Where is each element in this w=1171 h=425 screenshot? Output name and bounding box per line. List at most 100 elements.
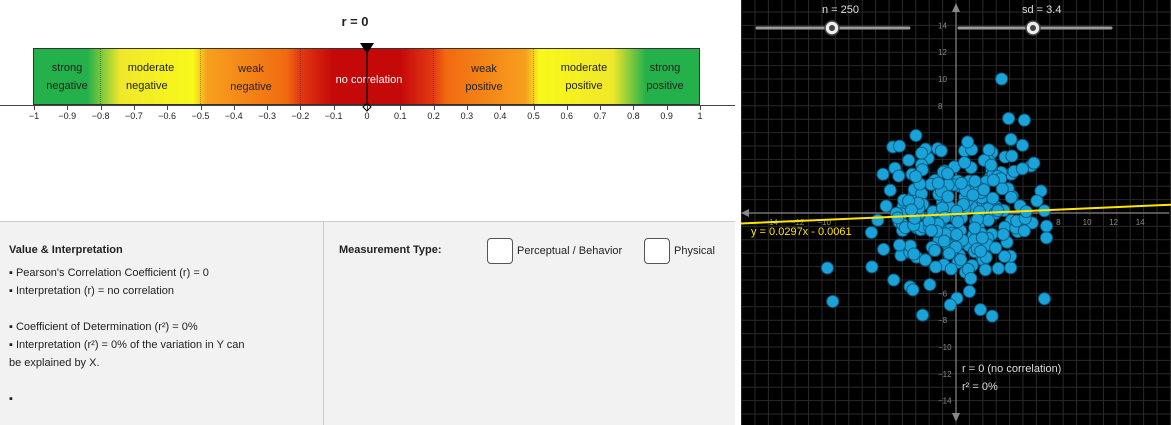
axis-tick-label: 1 — [697, 111, 703, 121]
label-moderate-positive: moderate positive — [560, 62, 608, 92]
data-point — [954, 253, 968, 267]
y-tick-label: 14 — [938, 21, 947, 30]
data-point — [891, 211, 905, 225]
data-point — [951, 215, 965, 229]
axis-tick-label: 0.1 — [394, 111, 407, 121]
data-point — [865, 260, 879, 274]
data-point — [964, 272, 978, 286]
n-slider-label: n = 250 — [822, 4, 860, 16]
axis-tick — [466, 105, 468, 110]
axis-tick-label: −0.8 — [91, 111, 110, 121]
axis-tick — [267, 105, 269, 110]
y-tick-label: −10 — [938, 343, 952, 352]
axis-tick — [34, 105, 35, 110]
data-point — [879, 199, 893, 213]
axis-tick — [533, 105, 535, 110]
data-point — [954, 176, 968, 190]
axis-tick-label: −0.6 — [158, 111, 177, 121]
label-no-correlation: no correlation — [335, 74, 403, 86]
r-squared-line: ▪ Coefficient of Determination (r²) = 0% — [9, 321, 198, 333]
axis-tick — [633, 105, 635, 110]
pearson-r-line: ▪ Pearson's Correlation Coefficient (r) … — [9, 267, 209, 279]
segment-strong-negative — [34, 49, 101, 104]
label-strong-positive: strong positive — [646, 62, 684, 92]
axis-tick-label: 0.3 — [460, 111, 474, 121]
axis-tick-label: −1 — [28, 111, 40, 121]
axis-tick — [167, 105, 169, 110]
r-marker[interactable] — [360, 43, 374, 113]
axis-tick-label: −0.2 — [291, 111, 310, 121]
data-point — [907, 247, 921, 261]
interpretation-r-line: ▪ Interpretation (r) = no correlation — [9, 285, 175, 297]
data-point — [1004, 132, 1018, 146]
axis-tick-label: −0.3 — [258, 111, 276, 121]
axis-tick — [433, 105, 435, 110]
data-point — [931, 176, 945, 190]
y-tick-label: −8 — [938, 316, 948, 325]
data-point — [929, 260, 943, 274]
data-point — [984, 158, 998, 172]
physical-checkbox[interactable] — [644, 238, 670, 264]
axis-tick-label: 0 — [364, 111, 370, 121]
data-point — [915, 146, 929, 160]
data-point — [1027, 156, 1041, 170]
axis-tick-label: 0.9 — [660, 111, 673, 121]
data-point — [985, 309, 999, 323]
y-tick-label: 8 — [938, 102, 943, 111]
axis-tick — [566, 105, 568, 110]
sd-slider-label: sd = 3.4 — [1022, 4, 1062, 16]
data-point — [982, 143, 996, 157]
data-point — [977, 183, 991, 197]
perceptual-behavior-checkbox[interactable] — [487, 238, 513, 264]
axis-tick-label: 0.6 — [560, 111, 574, 121]
data-point — [826, 294, 840, 308]
data-point — [1039, 231, 1053, 245]
data-point — [975, 231, 989, 245]
data-point — [928, 244, 942, 258]
value-section-title: Value & Interpretation — [9, 244, 123, 256]
r-plot-label: r = 0 (no correlation) — [962, 363, 1062, 375]
data-point — [966, 188, 980, 202]
axis-tick-label: 0.5 — [527, 111, 540, 121]
y-axis-arrow-down — [952, 413, 960, 422]
empty-bullet: ▪ — [9, 393, 13, 405]
data-point — [996, 227, 1010, 241]
data-point — [923, 278, 937, 292]
interpretation-r2-line: ▪ Interpretation (r²) = 0% of the variat… — [9, 339, 245, 351]
axis-tick — [133, 105, 135, 110]
data-point — [973, 303, 987, 317]
data-point — [943, 298, 957, 312]
segment-weak-negative — [201, 49, 301, 104]
data-point — [937, 234, 951, 248]
label-weak-positive: weak positive — [465, 63, 503, 93]
data-point — [961, 135, 975, 149]
data-point — [1002, 111, 1016, 125]
data-point — [909, 169, 923, 183]
r2-plot-label: r² = 0% — [962, 381, 998, 393]
x-tick-label: 12 — [1109, 218, 1118, 227]
data-point — [893, 238, 907, 252]
r-axis: −1 −0.9 −0.8 −0.7 −0.6 −0.5 −0.4 −0.3 −0.2 −0.1 0 0… — [0, 104, 735, 128]
axis-tick — [200, 105, 202, 110]
correlation-panel: r = 0 strong negative moderate negative we… — [0, 14, 735, 425]
data-point — [887, 273, 901, 287]
data-point — [1004, 261, 1018, 275]
interpretation-r2-line-cont: be explained by X. — [9, 357, 100, 369]
data-point — [941, 167, 955, 181]
y-tick-label: 12 — [938, 48, 947, 57]
data-point — [1015, 162, 1029, 176]
perceptual-behavior-label: Perceptual / Behavior — [517, 245, 623, 257]
data-point — [883, 183, 897, 197]
data-point — [968, 221, 982, 235]
data-point — [924, 224, 938, 238]
data-point — [995, 182, 1009, 196]
data-point — [871, 213, 885, 227]
data-point — [968, 174, 982, 188]
data-point — [978, 263, 992, 277]
data-point — [934, 144, 948, 158]
x-axis-arrow-left — [741, 209, 749, 217]
y-axis-arrow-up — [952, 3, 960, 12]
label-strong-negative: strong negative — [46, 62, 88, 92]
x-tick-label: 14 — [1136, 218, 1145, 227]
